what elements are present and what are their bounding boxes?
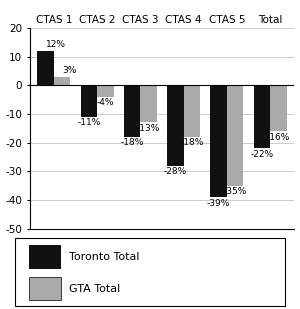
Text: -18%: -18% — [121, 138, 144, 147]
Bar — [81, 85, 97, 117]
Text: -18%: -18% — [180, 138, 203, 147]
Text: -35%: -35% — [224, 187, 247, 196]
Bar — [254, 85, 270, 148]
Bar — [28, 277, 61, 300]
Bar — [227, 85, 243, 186]
Text: GTA Total: GTA Total — [69, 284, 120, 294]
Bar — [54, 77, 70, 85]
Text: -16%: -16% — [267, 133, 290, 142]
Bar — [211, 85, 227, 197]
FancyBboxPatch shape — [15, 238, 285, 306]
Bar — [167, 85, 184, 166]
Text: -13%: -13% — [137, 124, 160, 133]
Bar — [140, 85, 157, 122]
Text: -22%: -22% — [250, 150, 274, 159]
Bar — [124, 85, 140, 137]
Text: Toronto Total: Toronto Total — [69, 252, 140, 262]
Bar — [28, 245, 61, 269]
Text: -11%: -11% — [77, 118, 101, 127]
Bar — [97, 85, 113, 97]
Bar — [38, 51, 54, 85]
Text: 3%: 3% — [62, 66, 76, 75]
Text: -39%: -39% — [207, 198, 230, 208]
Bar — [184, 85, 200, 137]
Text: 12%: 12% — [46, 40, 66, 49]
Bar — [270, 85, 286, 131]
Text: -28%: -28% — [164, 167, 187, 176]
Text: -4%: -4% — [97, 98, 114, 107]
